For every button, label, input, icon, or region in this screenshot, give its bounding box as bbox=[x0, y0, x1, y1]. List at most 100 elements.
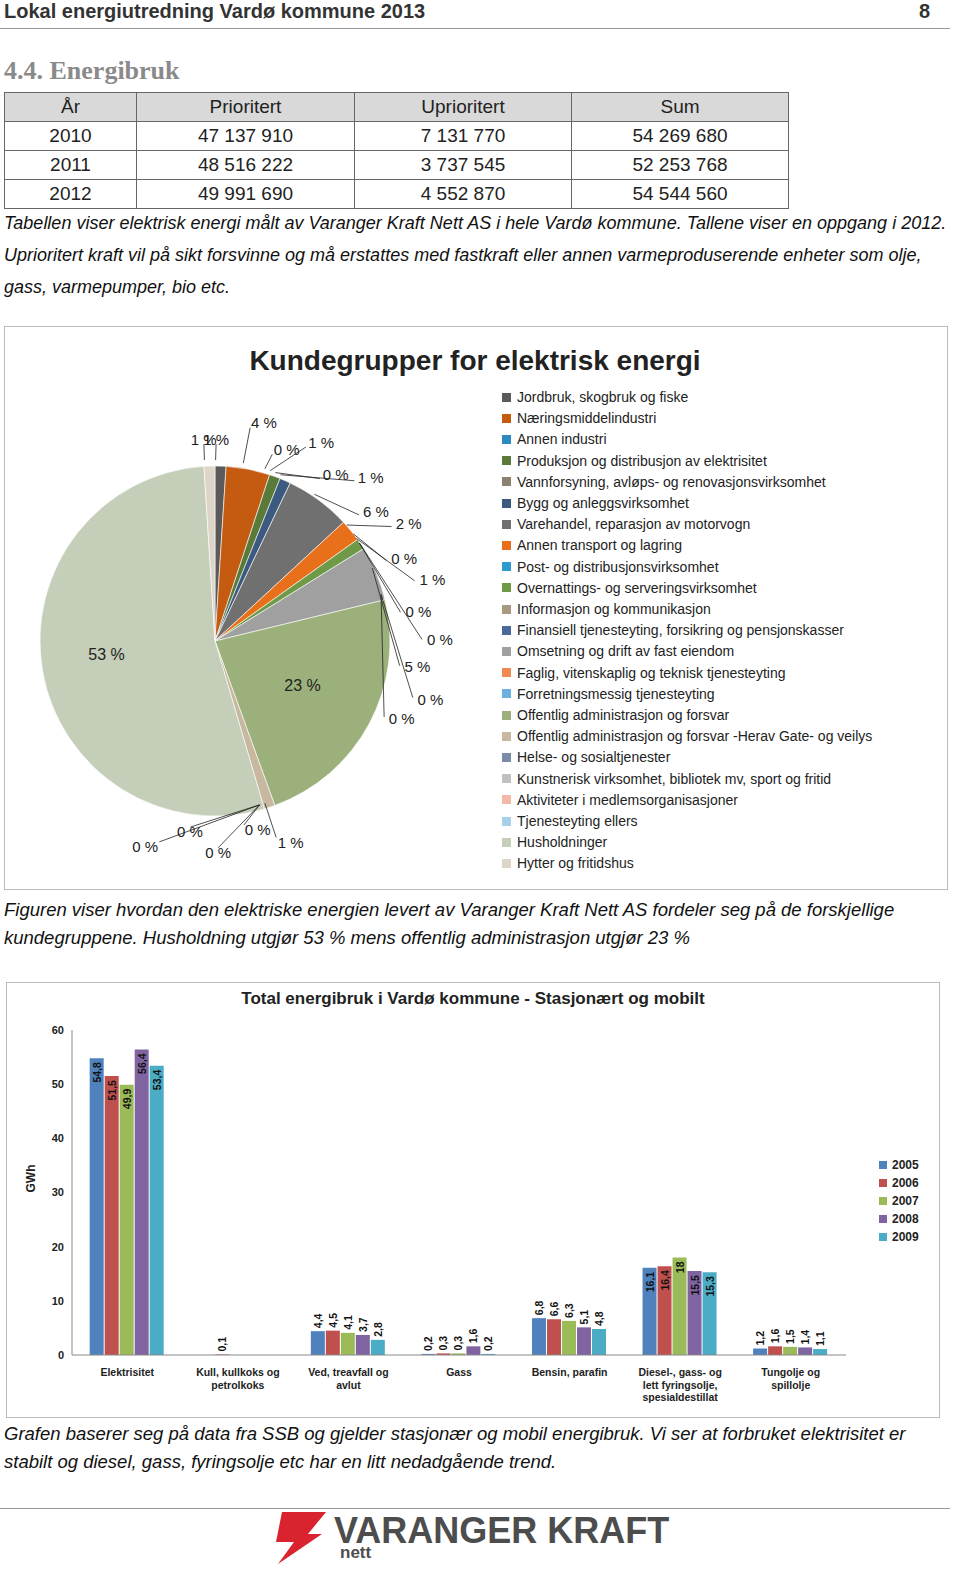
svg-text:1 %: 1 % bbox=[203, 431, 229, 448]
html-text:Næringsmiddelindustri: Næringsmiddelindustri bbox=[517, 410, 657, 427]
svg-text:15,5: 15,5 bbox=[689, 1275, 701, 1296]
html-text:Annen industri: Annen industri bbox=[517, 431, 607, 448]
html-text:nett: nett bbox=[340, 1543, 372, 1562]
html-text:54 544 560: 54 544 560 bbox=[632, 183, 728, 204]
svg-text:0 %: 0 % bbox=[177, 823, 203, 840]
svg-text:0,3: 0,3 bbox=[437, 1336, 449, 1351]
svg-text:18: 18 bbox=[674, 1261, 686, 1273]
svg-text:0,2: 0,2 bbox=[422, 1336, 434, 1351]
svg-text:0 %: 0 % bbox=[391, 550, 417, 567]
svg-text:2 %: 2 % bbox=[396, 515, 422, 532]
html-text:4.4. Energibruk: 4.4. Energibruk bbox=[4, 56, 180, 85]
html-text:Produksjon og distribusjon av: Produksjon og distribusjon av elektrisit… bbox=[517, 452, 767, 469]
svg-text:0 %: 0 % bbox=[245, 821, 271, 838]
svg-text:1 %: 1 % bbox=[420, 571, 446, 588]
svg-text:Diesel-, gass- oglett fyringso: Diesel-, gass- oglett fyringsolje,spesia… bbox=[638, 1366, 721, 1403]
svg-text:1,4: 1,4 bbox=[799, 1330, 811, 1345]
svg-text:1,6: 1,6 bbox=[467, 1329, 479, 1344]
svg-text:23 %: 23 % bbox=[284, 677, 320, 694]
svg-text:Gass: Gass bbox=[446, 1366, 472, 1378]
svg-text:4 %: 4 % bbox=[251, 414, 277, 431]
svg-text:Tungolje ogspillolje: Tungolje ogspillolje bbox=[761, 1366, 820, 1391]
html-text:48 516 222: 48 516 222 bbox=[198, 154, 293, 175]
html-text:Varehandel, reparasjon av moto: Varehandel, reparasjon av motorvogn bbox=[517, 516, 751, 533]
html-text:7 131 770: 7 131 770 bbox=[420, 125, 506, 146]
html-text:54 269 680: 54 269 680 bbox=[632, 125, 728, 146]
svg-text:6 %: 6 % bbox=[363, 503, 389, 520]
svg-text:4,8: 4,8 bbox=[593, 1311, 605, 1326]
svg-text:0 %: 0 % bbox=[205, 844, 231, 861]
svg-text:Ved, treavfall ogavlut: Ved, treavfall ogavlut bbox=[308, 1366, 389, 1391]
svg-text:0 %: 0 % bbox=[389, 710, 415, 727]
svg-text:6,8: 6,8 bbox=[533, 1300, 545, 1315]
svg-text:Kull, kullkoks ogpetrolkoks: Kull, kullkoks ogpetrolkoks bbox=[196, 1366, 279, 1391]
svg-text:10: 10 bbox=[52, 1295, 64, 1307]
svg-text:1 %: 1 % bbox=[358, 469, 384, 486]
html-text:VARANGER KRAFT: VARANGER KRAFT bbox=[334, 1510, 670, 1551]
html-text:Total energibruk i Vardø kommu: Total energibruk i Vardø kommune - Stasj… bbox=[241, 989, 705, 1008]
svg-text:1 %: 1 % bbox=[278, 834, 304, 851]
svg-text:GWh: GWh bbox=[24, 1165, 38, 1193]
svg-text:0: 0 bbox=[58, 1349, 64, 1361]
svg-text:5 %: 5 % bbox=[405, 658, 431, 675]
svg-text:0 %: 0 % bbox=[323, 466, 349, 483]
html-text:2010: 2010 bbox=[49, 125, 92, 146]
html-text:2012: 2012 bbox=[49, 183, 92, 204]
svg-text:40: 40 bbox=[52, 1132, 64, 1144]
svg-text:0 %: 0 % bbox=[132, 838, 158, 855]
svg-text:6,6: 6,6 bbox=[548, 1301, 560, 1316]
svg-text:0 %: 0 % bbox=[405, 603, 431, 620]
svg-text:0 %: 0 % bbox=[427, 631, 453, 648]
html-text:49 991 690: 49 991 690 bbox=[198, 183, 293, 204]
html-text:År: År bbox=[61, 96, 80, 117]
html-text:Lokal energiutredning Vardø ko: Lokal energiutredning Vardø kommune 2013 bbox=[4, 0, 426, 22]
html-text:Kundegrupper for elektrisk ene: Kundegrupper for elektrisk energi bbox=[249, 345, 701, 376]
html-text:Tabellen viser elektrisk energ: Tabellen viser elektrisk energi målt av … bbox=[4, 213, 947, 297]
svg-text:53,4: 53,4 bbox=[151, 1070, 163, 1091]
html-text:2011: 2011 bbox=[50, 154, 91, 175]
svg-text:50: 50 bbox=[52, 1078, 64, 1090]
html-text:Annen transport og lagring: Annen transport og lagring bbox=[517, 537, 682, 554]
svg-text:1 %: 1 % bbox=[191, 431, 217, 448]
svg-text:6,3: 6,3 bbox=[563, 1303, 575, 1318]
svg-text:1,5: 1,5 bbox=[784, 1329, 796, 1344]
html-text:4 552 870: 4 552 870 bbox=[420, 183, 506, 204]
html-text:Prioritert: Prioritert bbox=[209, 96, 282, 117]
svg-text:1 %: 1 % bbox=[308, 434, 334, 451]
svg-text:49,9: 49,9 bbox=[121, 1089, 133, 1110]
html-text:Sum: Sum bbox=[660, 96, 700, 117]
svg-text:Elektrisitet: Elektrisitet bbox=[100, 1366, 154, 1378]
html-text:Figuren viser hvordan den elek: Figuren viser hvordan den elektriske ene… bbox=[4, 899, 895, 948]
html-text:Vannforsyning, avløps- og reno: Vannforsyning, avløps- og renovasjonsvir… bbox=[517, 473, 826, 490]
svg-text:0,2: 0,2 bbox=[482, 1336, 494, 1351]
svg-text:0,1: 0,1 bbox=[216, 1337, 228, 1352]
svg-text:56,4: 56,4 bbox=[136, 1053, 148, 1074]
svg-text:0 %: 0 % bbox=[418, 691, 444, 708]
svg-text:30: 30 bbox=[52, 1186, 64, 1198]
svg-text:5,1: 5,1 bbox=[578, 1310, 590, 1325]
svg-text:60: 60 bbox=[52, 1024, 64, 1036]
svg-text:1,2: 1,2 bbox=[754, 1331, 766, 1346]
svg-text:15,3: 15,3 bbox=[704, 1276, 716, 1297]
svg-text:4,1: 4,1 bbox=[342, 1315, 354, 1330]
svg-text:2,8: 2,8 bbox=[372, 1322, 384, 1337]
svg-text:0 %: 0 % bbox=[274, 441, 300, 458]
svg-text:16,4: 16,4 bbox=[659, 1270, 671, 1291]
html-text:52 253 768: 52 253 768 bbox=[632, 154, 728, 175]
html-text:Uprioritert: Uprioritert bbox=[421, 96, 505, 117]
svg-text:54,8: 54,8 bbox=[91, 1062, 103, 1083]
svg-text:3,7: 3,7 bbox=[357, 1317, 369, 1332]
svg-text:4,4: 4,4 bbox=[312, 1313, 324, 1328]
svg-text:1,6: 1,6 bbox=[769, 1329, 781, 1344]
svg-text:4,5: 4,5 bbox=[327, 1313, 339, 1328]
html-text:Grafen baserer seg på data fra: Grafen baserer seg på data fra SSB og gj… bbox=[4, 1423, 906, 1472]
svg-text:20: 20 bbox=[52, 1241, 64, 1253]
svg-text:16,1: 16,1 bbox=[644, 1272, 656, 1293]
html-text:3 737 545: 3 737 545 bbox=[420, 154, 506, 175]
svg-text:Bensin, parafin: Bensin, parafin bbox=[532, 1366, 608, 1378]
svg-text:0,3: 0,3 bbox=[452, 1336, 464, 1351]
svg-text:1,1: 1,1 bbox=[814, 1331, 826, 1346]
svg-text:51,5: 51,5 bbox=[106, 1080, 118, 1101]
svg-text:53 %: 53 % bbox=[88, 646, 124, 663]
html-text:47 137 910: 47 137 910 bbox=[198, 125, 293, 146]
